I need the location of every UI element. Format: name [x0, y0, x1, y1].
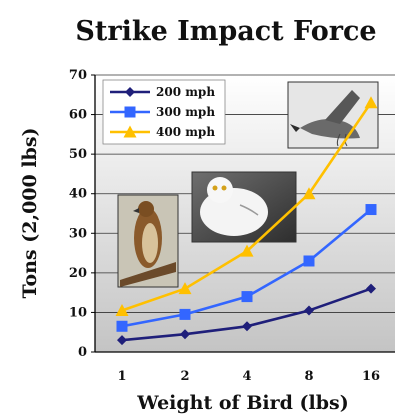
data-point: [365, 204, 377, 216]
data-point: [180, 329, 190, 340]
series-200-mph: [117, 283, 376, 346]
legend-item: 300 mph: [110, 105, 215, 119]
series-300-mph: [116, 204, 377, 332]
series-layer: [115, 96, 378, 346]
y-tick-label: 20: [69, 266, 87, 281]
legend-item: 400 mph: [110, 125, 215, 139]
legend-item: 200 mph: [110, 85, 215, 99]
data-point: [303, 255, 315, 267]
y-axis-title: Tons (2,000 lbs): [19, 127, 41, 298]
y-tick-labels: 0 10 20 30 40 50 60 70: [69, 68, 95, 360]
legend-swatch-marker: [123, 125, 137, 138]
data-point: [241, 291, 253, 303]
data-point: [179, 308, 191, 320]
series-400-mph: [115, 96, 378, 316]
data-point: [117, 335, 127, 346]
goose-photo: [287, 81, 379, 149]
x-tick-label: 2: [180, 369, 189, 384]
y-tick-label: 40: [69, 187, 87, 202]
y-tick-label: 30: [69, 226, 87, 241]
data-point: [302, 187, 316, 200]
x-tick-label: 4: [242, 369, 251, 384]
owl-photo: [191, 171, 297, 243]
y-tick-label: 10: [69, 305, 87, 320]
legend-swatch-marker: [125, 87, 135, 97]
data-point: [364, 96, 378, 109]
data-point: [242, 321, 252, 332]
y-tick-label: 60: [69, 108, 87, 123]
data-point: [116, 320, 128, 332]
hawk-photo: [117, 194, 179, 288]
x-axis-title: Weight of Bird (lbs): [136, 392, 348, 414]
legend-label: 400 mph: [156, 125, 215, 139]
chart-title: Strike Impact Force: [75, 16, 376, 47]
legend-swatch-marker: [124, 106, 136, 118]
x-tick-label: 8: [304, 369, 313, 384]
data-point: [178, 282, 192, 295]
data-point: [115, 303, 129, 316]
data-point: [366, 283, 376, 294]
x-tick-labels: 1 2 4 8 16: [117, 369, 380, 384]
y-tick-label: 0: [78, 345, 87, 360]
data-point: [240, 244, 254, 257]
legend-label: 200 mph: [156, 85, 215, 99]
y-tick-label: 50: [69, 147, 87, 162]
data-point: [304, 305, 314, 316]
legend: 200 mph 300 mph 400 mph: [102, 79, 226, 145]
y-tick-label: 70: [69, 68, 87, 83]
x-tick-label: 1: [117, 369, 126, 384]
x-tick-label: 16: [362, 369, 380, 384]
legend-label: 300 mph: [156, 105, 215, 119]
